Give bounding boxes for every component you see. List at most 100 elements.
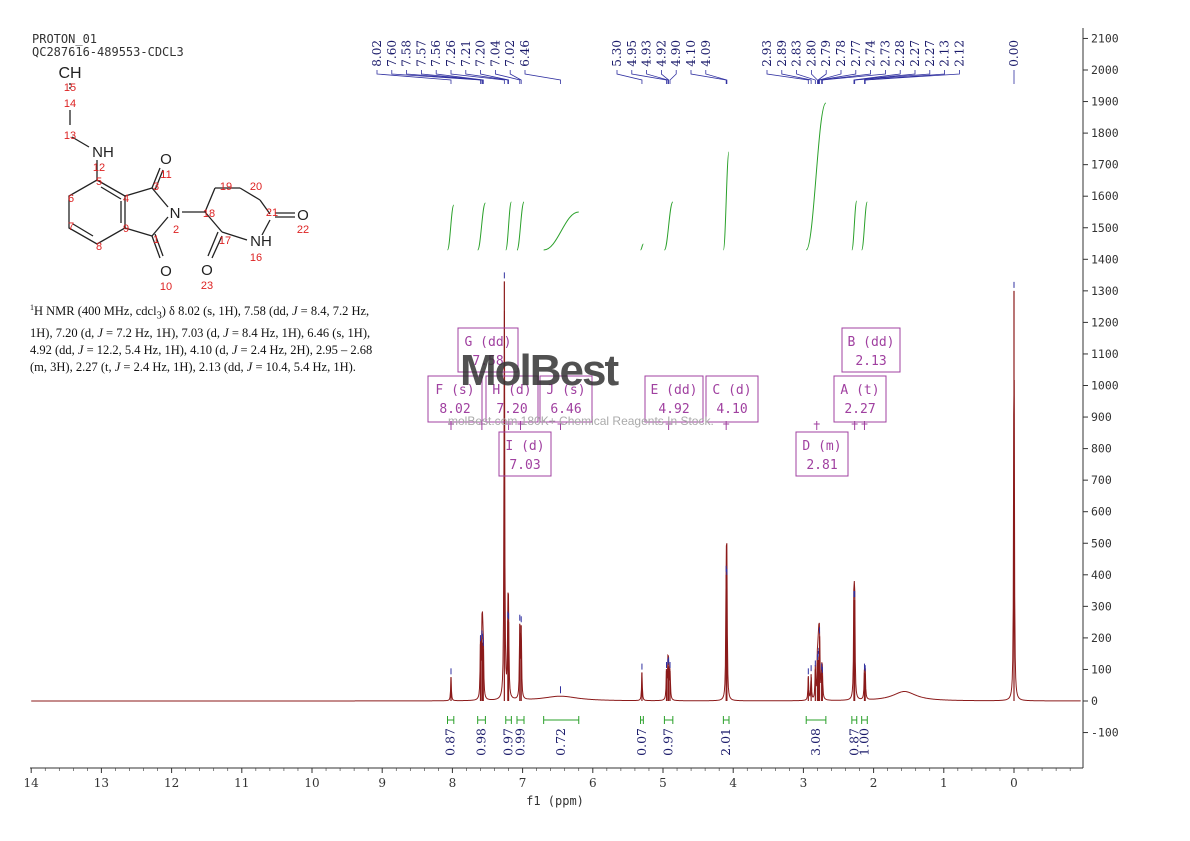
peak-label-leader [818,70,842,84]
peak-shift-label: 2.12 [952,40,966,67]
structure-atom-label: 5 [96,176,102,188]
peak-label-leader [854,70,931,84]
peak-label-leader [646,70,669,84]
y-tick-label: 1400 [1091,252,1119,266]
structure-atom-label: 11 [160,169,171,181]
sample-id: QC287616-489553-CDCL3 [32,45,184,59]
peak-label-leader [766,70,809,84]
multiplet-box [795,431,849,477]
integral-curve [446,204,455,251]
multiplet-name: E (dd) [651,383,698,398]
y-tick-label: 1000 [1091,379,1119,393]
nmr-text-part: ) δ 8.02 (s, 1H), 7.58 (dd, [161,304,292,319]
integration-value: 1.00 [856,728,871,756]
peak-label-leader [465,70,509,84]
peak-shift-label: 7.60 [385,40,399,67]
integration-value: 0.87 [443,728,458,756]
structure-atom-label: 15 [64,82,76,94]
peak-label-leader [631,70,667,84]
multiplet-name: B (dd) [848,335,895,350]
integration-value: 0.98 [474,728,489,756]
peak-label-leader [669,70,677,84]
peak-label-leader [480,70,509,84]
peak-shift-label: 2.83 [790,40,804,67]
peak-label-leader [616,70,643,84]
y-tick-label: 500 [1091,536,1112,550]
multiplet-name: C (d) [712,383,751,398]
multiplet-box [498,431,552,477]
y-tick-label: 800 [1091,442,1112,456]
structure-atom-label: NH [250,233,272,250]
y-tick-label: 1900 [1091,95,1119,109]
peak-shift-label: 2.80 [804,40,818,67]
x-tick-label: 7 [519,776,527,790]
y-tick-label: 700 [1091,473,1112,487]
structure-atom-label: 7 [68,221,74,233]
nmr-text-part: = 12.2, 5.4 Hz, 1H), 4.10 (d, [83,342,232,357]
multiplet-shift: 2.27 [844,402,875,417]
x-tick-label: 1 [940,776,948,790]
peak-label-leader [661,70,670,84]
multiplet-name: F (s) [435,383,474,398]
multiplet-name: G (dd) [465,335,512,350]
peak-shift-label: 4.92 [654,40,668,67]
x-tick-label: 13 [94,776,109,790]
multiplet-name: A (t) [840,383,879,398]
y-tick-label: 400 [1091,568,1112,582]
multiplet-shift: 4.10 [716,402,747,417]
structure-atom-label: CH [58,65,81,82]
peak-shift-label: 4.90 [669,40,683,67]
structure-atom-label: 20 [250,181,262,193]
peak-label-leader [853,70,901,84]
peak-label-leader [391,70,481,84]
y-tick-label: 1700 [1091,158,1119,172]
structure-atom-label: N [170,205,181,222]
peak-label-leader [376,70,452,84]
peak-label-leader [781,70,812,84]
multiplet-name: I (d) [505,439,544,454]
structure-atom-label: O [160,263,172,280]
integral-curve [851,200,858,251]
structure-atom-label: 3 [153,181,159,193]
peak-label-leader [796,70,816,84]
integration-value: 0.97 [661,728,676,756]
peak-label-leader [864,70,945,84]
y-tick-label: 1100 [1091,347,1119,361]
x-tick-label: 8 [449,776,457,790]
peak-label-leader [420,70,483,84]
peak-shift-label: 2.28 [893,40,907,67]
peak-shift-label: 6.46 [518,40,532,67]
structure-atom-label: 17 [219,235,231,247]
x-tick-label: 4 [729,776,737,790]
y-tick-label: 200 [1091,631,1112,645]
multiplet-shift: 8.02 [439,402,470,417]
peak-label-leader [690,70,727,84]
subscript: 3 [156,310,162,322]
multiplet-shift: 7.20 [496,402,527,417]
y-tick-label: 900 [1091,410,1112,424]
y-tick-label: 1200 [1091,315,1119,329]
y-tick-label: 1600 [1091,189,1119,203]
y-tick-label: 1500 [1091,221,1119,235]
y-tick-label: 600 [1091,505,1112,519]
peak-label-leader [811,70,818,84]
y-tick-label: -100 [1091,726,1119,740]
peak-shift-label: 2.73 [878,40,892,67]
y-tick-label: 1300 [1091,284,1119,298]
peak-shift-label: 7.57 [414,40,428,67]
peak-shift-label: 7.21 [459,40,473,67]
structure-atom-label: 2 [173,224,179,236]
nmr-text-part: = 8.4, 7.2 Hz, 1H), 7.20 (d, [30,304,370,340]
multiplet-shift: 4.92 [658,402,689,417]
experiment-name: PROTON_01 [32,32,98,46]
structure-atom-label: 16 [250,252,262,264]
peak-shift-label: 2.78 [834,40,848,67]
nmr-text-part: = 8.4 Hz, 1H), 6.46 (s, 1H), 4.92 (dd, [30,325,371,357]
coupling-symbol: J [291,304,298,319]
x-tick-label: 11 [234,776,249,790]
x-tick-label: 0 [1010,776,1018,790]
structure-atom-label: NH [92,144,114,161]
peak-label-leader [817,70,827,84]
peak-shift-label: 2.89 [775,40,789,67]
